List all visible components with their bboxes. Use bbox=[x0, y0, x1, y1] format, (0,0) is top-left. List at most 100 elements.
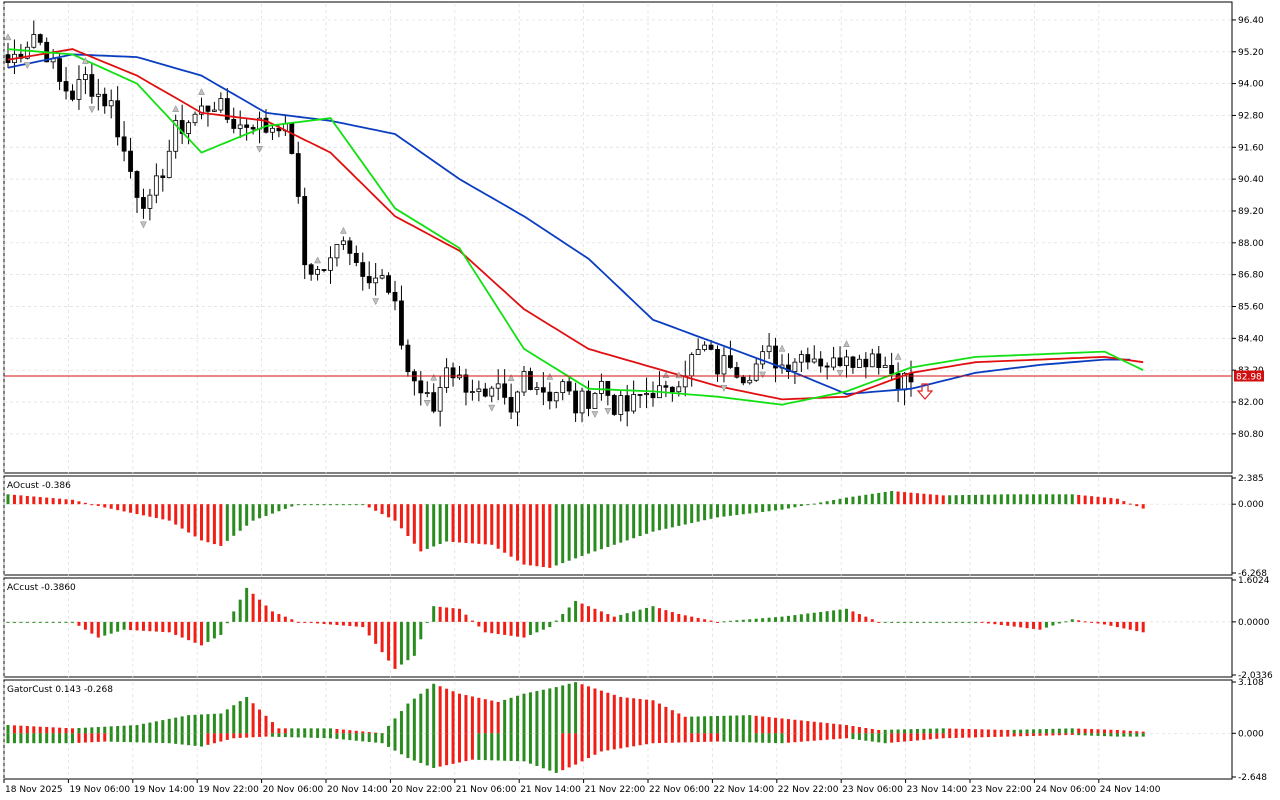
candle-body bbox=[740, 376, 746, 384]
indicator-bar bbox=[845, 497, 848, 505]
indicator-bar bbox=[322, 728, 326, 734]
indicator-bar bbox=[451, 691, 455, 734]
indicator-bar bbox=[748, 619, 752, 622]
candle bbox=[837, 346, 843, 368]
indicator-bar bbox=[1109, 733, 1113, 737]
indicator-bar bbox=[948, 495, 952, 505]
indicator-bar bbox=[587, 686, 590, 734]
candle bbox=[599, 373, 604, 401]
indicator-bar bbox=[309, 728, 313, 734]
indicator-bar bbox=[206, 621, 210, 642]
indicator-bar bbox=[709, 733, 713, 742]
indicator-bar bbox=[1057, 728, 1061, 734]
indicator-bar bbox=[832, 500, 836, 505]
time-tick-label: 22 Nov 22:00 bbox=[778, 785, 839, 795]
candle-body bbox=[798, 354, 804, 363]
candle-body bbox=[631, 394, 637, 412]
indicator-bar bbox=[180, 716, 184, 734]
price-tick-label: 91.60 bbox=[1238, 143, 1264, 153]
candle-body bbox=[186, 122, 192, 134]
indicator-bar bbox=[303, 728, 307, 734]
candle-body bbox=[153, 175, 159, 196]
indicator-bar bbox=[380, 504, 384, 515]
candle-body bbox=[702, 344, 707, 350]
candle-body bbox=[489, 387, 495, 397]
indicator-bar bbox=[651, 504, 655, 532]
indicator-bar bbox=[38, 497, 42, 505]
indicator-bar bbox=[58, 498, 62, 505]
candle-body bbox=[482, 388, 488, 397]
indicator-bar bbox=[174, 733, 178, 744]
indicator-bar bbox=[1115, 729, 1119, 734]
time-tick-label: 19 Nov 06:00 bbox=[69, 785, 130, 795]
candle bbox=[863, 352, 869, 379]
indicator-bar bbox=[251, 703, 255, 734]
indicator-bar bbox=[761, 716, 765, 734]
indicator-bar bbox=[174, 717, 178, 734]
indicator-bar bbox=[77, 733, 81, 743]
current-price-label-bg bbox=[1234, 370, 1264, 382]
candle-body bbox=[863, 358, 869, 368]
indicator-bar bbox=[432, 683, 436, 734]
candle bbox=[702, 341, 707, 352]
indicator-bar bbox=[657, 733, 661, 744]
current-price-label: 82.98 bbox=[1236, 373, 1262, 383]
candle-body bbox=[540, 387, 546, 393]
candle-body bbox=[24, 46, 30, 59]
indicator-bar bbox=[483, 699, 487, 734]
indicator-bar bbox=[619, 696, 623, 734]
indicator-bar bbox=[341, 504, 345, 506]
indicator-bar bbox=[264, 715, 268, 734]
time-tick-label: 20 Nov 22:00 bbox=[391, 785, 452, 795]
indicator-bar bbox=[1070, 728, 1074, 734]
time-tick-label: 22 Nov 14:00 bbox=[713, 785, 774, 795]
indicator-bar bbox=[696, 733, 700, 743]
indicator-bar bbox=[1044, 621, 1048, 628]
candle-body bbox=[721, 355, 727, 375]
indicator-bar bbox=[367, 504, 371, 508]
candle bbox=[644, 377, 649, 409]
candle bbox=[321, 269, 327, 273]
indicator-bar bbox=[941, 733, 945, 739]
time-tick-label: 21 Nov 22:00 bbox=[585, 785, 646, 795]
indicator-bar bbox=[470, 733, 474, 760]
indicator-bar bbox=[45, 497, 49, 505]
indicator-bar bbox=[632, 733, 636, 747]
fractal-down-icon bbox=[720, 385, 728, 392]
indicator-bar bbox=[354, 733, 358, 741]
indicator-bar bbox=[922, 621, 926, 623]
candle bbox=[695, 338, 701, 356]
indicator-bar bbox=[6, 725, 10, 734]
indicator-bar bbox=[258, 733, 262, 737]
indicator-tick-label: -2.0336 bbox=[1238, 671, 1273, 681]
indicator-bar bbox=[561, 685, 565, 734]
candle bbox=[444, 358, 450, 393]
indicator-bar bbox=[735, 504, 739, 516]
indicator-bar bbox=[1006, 494, 1010, 505]
indicator-tick-label: 0.0000 bbox=[1238, 618, 1270, 628]
indicator-bar bbox=[503, 699, 507, 734]
indicator-bar bbox=[58, 733, 62, 744]
indicator-bar bbox=[554, 504, 558, 566]
indicator-bar bbox=[1090, 729, 1094, 734]
indicator-bar bbox=[341, 621, 345, 626]
indicator-bar bbox=[348, 730, 352, 734]
indicator-bar bbox=[1096, 733, 1100, 736]
indicator-bar bbox=[477, 697, 481, 734]
indicator-bar bbox=[1141, 733, 1145, 737]
fractal-down-icon bbox=[88, 106, 96, 114]
indicator-bar bbox=[1096, 729, 1100, 734]
indicator-bar bbox=[999, 733, 1003, 737]
indicator-bar bbox=[264, 605, 268, 622]
indicator-bar bbox=[651, 700, 655, 734]
indicator-bar bbox=[6, 733, 10, 744]
indicator-bar bbox=[509, 733, 513, 761]
indicator-bar bbox=[258, 599, 262, 622]
indicator-bar bbox=[206, 504, 210, 543]
fractal-up-icon bbox=[314, 256, 322, 264]
indicator-bar bbox=[412, 733, 416, 761]
fractal-down-icon bbox=[488, 404, 496, 412]
indicator-bar bbox=[1025, 729, 1029, 734]
candle bbox=[773, 337, 778, 383]
